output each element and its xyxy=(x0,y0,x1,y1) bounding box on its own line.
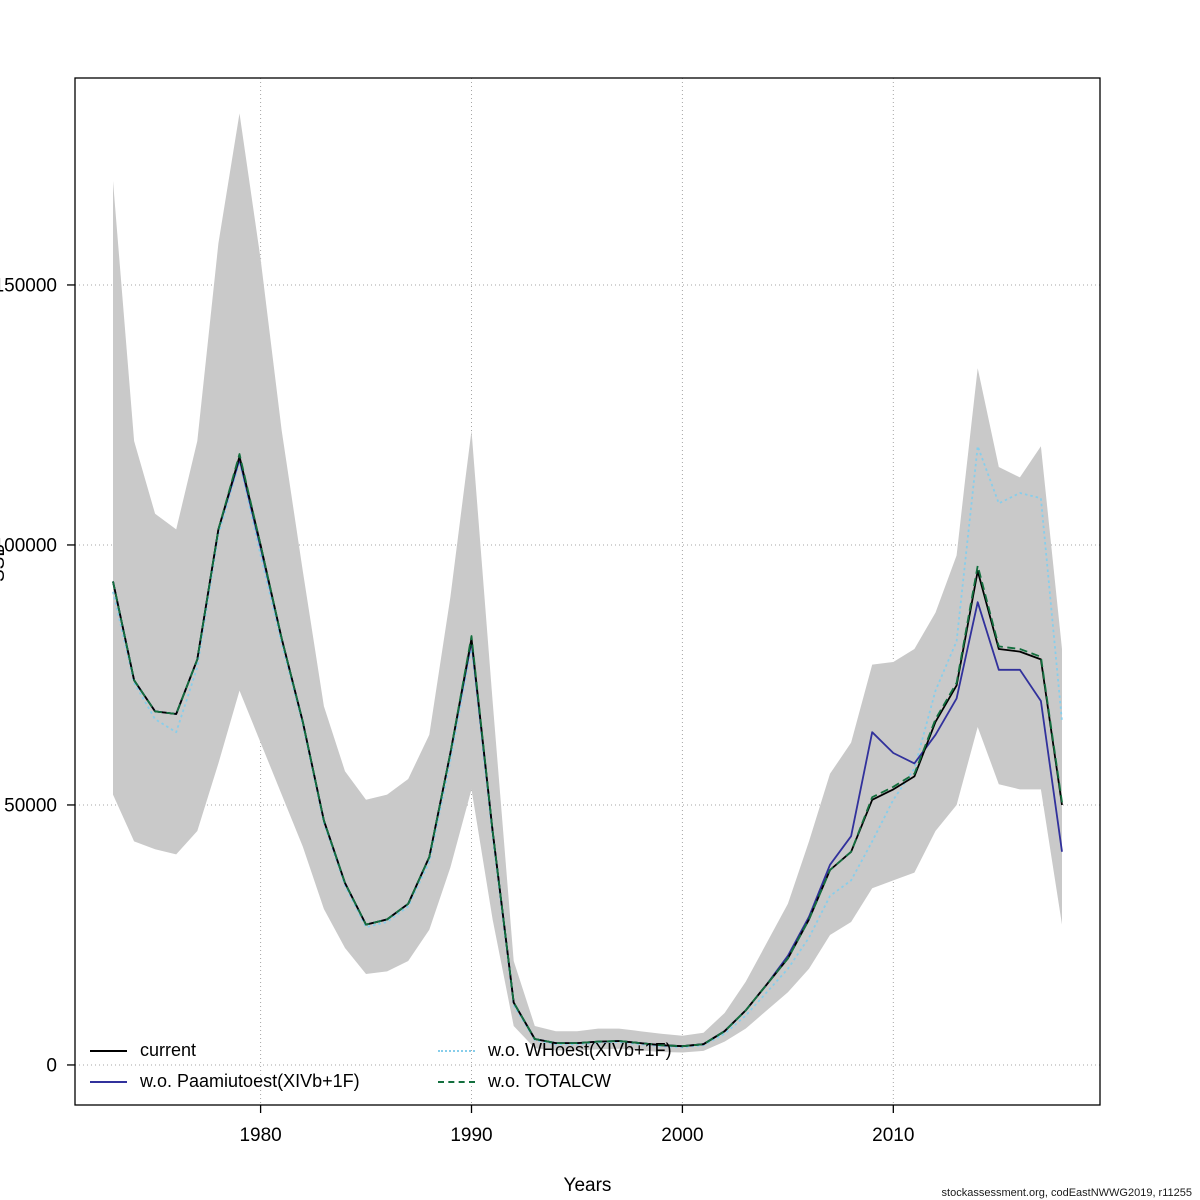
legend-item-w-o-paamiutoest-xivb-1f: w.o. Paamiutoest(XIVb+1F) xyxy=(90,1066,438,1097)
gridlines xyxy=(75,78,1100,1105)
legend-label: w.o. Paamiutoest(XIVb+1F) xyxy=(140,1071,360,1091)
legend-item-w-o-whoest-xivb-1f: w.o. WHoest(XIVb+1F) xyxy=(438,1035,786,1066)
y-tick-label: 0 xyxy=(46,1055,57,1076)
x-tick-label: 1980 xyxy=(239,1125,281,1146)
legend-line-swatch xyxy=(438,1080,475,1083)
legend-line-swatch xyxy=(90,1049,127,1052)
legend: current w.o. Paamiutoest(XIVb+1F) w.o. WHo… xyxy=(90,1035,786,1097)
legend-line-swatch xyxy=(438,1049,475,1052)
x-axis-title: Years xyxy=(563,1175,612,1196)
y-tick-label: 50000 xyxy=(4,795,57,816)
y-tick-label: 150000 xyxy=(0,275,57,296)
x-tick-label: 2000 xyxy=(661,1125,703,1146)
y-tick-label: 100000 xyxy=(0,535,57,556)
series-line-w-o-totalcw xyxy=(112,453,1063,1048)
legend-line-swatch xyxy=(90,1080,127,1083)
footer-credit: stockassessment.org, codEastNWWG2019, r1… xyxy=(941,1187,1192,1199)
x-tick-label: 2010 xyxy=(872,1125,914,1146)
series-line-w-o-whoest-xivb-1f xyxy=(112,445,1063,1049)
confidence-band xyxy=(113,113,1062,1053)
legend-item-current: current xyxy=(90,1035,438,1066)
axis-ticks xyxy=(67,284,894,1113)
plot-border xyxy=(74,77,1101,1106)
legend-item-w-o-totalcw: w.o. TOTALCW xyxy=(438,1066,786,1097)
legend-label: w.o. TOTALCW xyxy=(488,1071,612,1091)
x-tick-label: 1990 xyxy=(450,1125,492,1146)
legend-label: current xyxy=(140,1040,197,1060)
y-axis-title: SSB xyxy=(0,544,9,582)
legend-label: w.o. WHoest(XIVb+1F) xyxy=(488,1040,672,1060)
